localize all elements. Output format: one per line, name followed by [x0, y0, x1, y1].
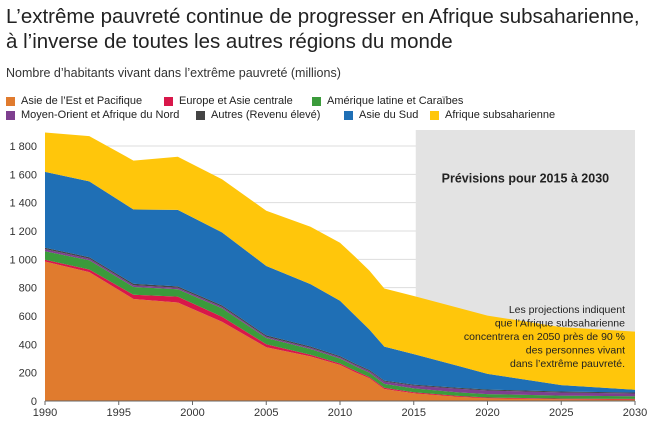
- legend-swatch: [196, 110, 205, 120]
- y-tick-label: 1 600: [9, 169, 37, 181]
- legend-swatch: [344, 110, 353, 120]
- x-tick-label: 2010: [328, 407, 352, 419]
- y-tick-label: 1 400: [9, 198, 37, 210]
- y-tick-label: 1 000: [9, 254, 37, 266]
- x-tick-label: 2005: [254, 407, 278, 419]
- y-tick-label: 1 800: [9, 141, 37, 153]
- grid: [45, 145, 635, 374]
- legend-swatch: [164, 96, 173, 106]
- legend-item: Asie de l’Est et Pacifique: [6, 94, 142, 108]
- legend-item: Afrique subsaharienne: [430, 108, 555, 122]
- y-tick-label: 200: [19, 368, 37, 380]
- y-tick-label: 1 200: [9, 226, 37, 238]
- area-layers: [45, 132, 635, 401]
- area-series: [45, 249, 635, 397]
- x-tick-label: 2015: [402, 407, 426, 419]
- area-series: [45, 171, 635, 393]
- area-series: [45, 132, 635, 390]
- x-tick-label: 2025: [549, 407, 573, 419]
- legend-item: Europe et Asie centrale: [164, 94, 293, 108]
- legend-item: Autres (Revenu élevé): [196, 108, 320, 122]
- y-tick-label: 0: [31, 396, 37, 408]
- legend-item: Amérique latine et Caraïbes: [312, 94, 463, 108]
- legend-label: Moyen-Orient et Afrique du Nord: [21, 109, 180, 121]
- legend-label: Asie de l’Est et Pacifique: [21, 95, 143, 107]
- x-tick-label: 2020: [475, 407, 499, 419]
- annotation-line: concentrera en 2050 près de 90 %: [464, 331, 625, 343]
- legend-swatch: [6, 110, 15, 120]
- area-series: [45, 251, 635, 399]
- legend-item: Moyen-Orient et Afrique du Nord: [6, 108, 179, 122]
- legend-label: Autres (Revenu élevé): [211, 109, 321, 121]
- legend-swatch: [6, 96, 15, 106]
- projection-background: [415, 130, 635, 401]
- legend-label: Europe et Asie centrale: [179, 95, 293, 107]
- legend-label: Amérique latine et Caraïbes: [327, 95, 464, 107]
- legend-swatch: [312, 96, 321, 106]
- x-tick-label: 2030: [623, 407, 647, 419]
- area-series: [45, 261, 635, 401]
- annotation-line: des personnes vivant: [526, 345, 625, 357]
- x-tick-label: 2000: [180, 407, 204, 419]
- area-series: [45, 259, 635, 400]
- y-tick-label: 600: [19, 311, 37, 323]
- area-series: [45, 247, 635, 394]
- annotation-line: Les projections indiquent: [509, 304, 625, 316]
- y-tick-label: 800: [19, 283, 37, 295]
- legend-label: Afrique subsaharienne: [445, 109, 556, 121]
- y-tick-label: 400: [19, 339, 37, 351]
- chart-title: L’extrême pauvreté continue de progresse…: [6, 5, 640, 53]
- legend-item: Asie du Sud: [344, 108, 418, 122]
- legend-label: Asie du Sud: [359, 109, 419, 121]
- projection-label: Prévisions pour 2015 à 2030: [442, 171, 610, 185]
- axes: 0 200 400 600 800 1 000 1 200 1 400 1 600 1 800 19…: [9, 141, 647, 419]
- annotation-line: que l’Afrique subsaharienne: [495, 318, 625, 330]
- x-tick-label: 1995: [107, 407, 131, 419]
- legend-swatch: [430, 110, 439, 120]
- x-tick-label: 1990: [33, 407, 57, 419]
- annotation-line: dans l’extrême pauvreté.: [510, 358, 625, 370]
- y-axis-label: Nombre d’habitants vivant dans l’extrême…: [6, 66, 341, 80]
- annotation: Les projections indiquent que l’Afrique s…: [464, 304, 625, 370]
